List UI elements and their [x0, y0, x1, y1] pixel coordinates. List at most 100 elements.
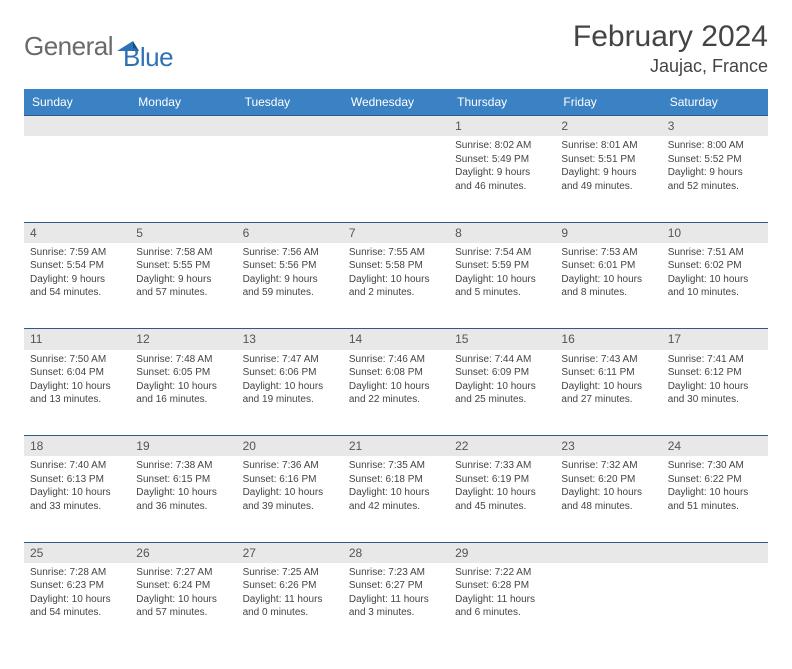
- col-monday: Monday: [130, 89, 236, 116]
- day-number: 18: [24, 436, 130, 456]
- day-cell: [130, 136, 236, 222]
- daylight-line: Daylight: 9 hours and 54 minutes.: [30, 273, 124, 300]
- sunrise-line: Sunrise: 7:30 AM: [668, 459, 762, 473]
- day-cell: Sunrise: 7:53 AMSunset: 6:01 PMDaylight:…: [555, 243, 661, 329]
- week-row: Sunrise: 7:50 AMSunset: 6:04 PMDaylight:…: [24, 350, 768, 436]
- day-body: Sunrise: 8:00 AMSunset: 5:52 PMDaylight:…: [662, 136, 768, 199]
- daylight-line: Daylight: 10 hours and 22 minutes.: [349, 380, 443, 407]
- day-cell: [343, 136, 449, 222]
- day-number: 21: [343, 436, 449, 456]
- daylight-line: Daylight: 10 hours and 27 minutes.: [561, 380, 655, 407]
- day-number: 8: [449, 223, 555, 243]
- day-cell: Sunrise: 7:30 AMSunset: 6:22 PMDaylight:…: [662, 456, 768, 542]
- sunset-line: Sunset: 6:11 PM: [561, 366, 655, 380]
- sunrise-line: Sunrise: 8:02 AM: [455, 139, 549, 153]
- day-number: 6: [237, 223, 343, 243]
- day-cell: Sunrise: 7:23 AMSunset: 6:27 PMDaylight:…: [343, 563, 449, 649]
- sunset-line: Sunset: 6:22 PM: [668, 473, 762, 487]
- day-cell: Sunrise: 7:22 AMSunset: 6:28 PMDaylight:…: [449, 563, 555, 649]
- day-number-cell: 5: [130, 222, 236, 243]
- sunset-line: Sunset: 5:56 PM: [243, 259, 337, 273]
- sunrise-line: Sunrise: 7:47 AM: [243, 353, 337, 367]
- daylight-line: Daylight: 11 hours and 6 minutes.: [455, 593, 549, 620]
- day-body: Sunrise: 7:46 AMSunset: 6:08 PMDaylight:…: [343, 350, 449, 413]
- day-cell: Sunrise: 7:27 AMSunset: 6:24 PMDaylight:…: [130, 563, 236, 649]
- day-number-cell: 14: [343, 329, 449, 350]
- daylight-line: Daylight: 10 hours and 2 minutes.: [349, 273, 443, 300]
- col-wednesday: Wednesday: [343, 89, 449, 116]
- daynum-row: 45678910: [24, 222, 768, 243]
- daylight-line: Daylight: 9 hours and 57 minutes.: [136, 273, 230, 300]
- sunset-line: Sunset: 6:13 PM: [30, 473, 124, 487]
- day-cell: Sunrise: 7:54 AMSunset: 5:59 PMDaylight:…: [449, 243, 555, 329]
- day-cell: Sunrise: 7:41 AMSunset: 6:12 PMDaylight:…: [662, 350, 768, 436]
- day-number: 16: [555, 329, 661, 349]
- daylight-line: Daylight: 10 hours and 42 minutes.: [349, 486, 443, 513]
- day-number: 13: [237, 329, 343, 349]
- daylight-line: Daylight: 11 hours and 3 minutes.: [349, 593, 443, 620]
- sunset-line: Sunset: 6:16 PM: [243, 473, 337, 487]
- day-number-cell: 7: [343, 222, 449, 243]
- daylight-line: Daylight: 10 hours and 48 minutes.: [561, 486, 655, 513]
- day-number: 3: [662, 116, 768, 136]
- day-number-cell: 2: [555, 116, 661, 137]
- sunset-line: Sunset: 5:51 PM: [561, 153, 655, 167]
- day-cell: Sunrise: 8:00 AMSunset: 5:52 PMDaylight:…: [662, 136, 768, 222]
- sunrise-line: Sunrise: 7:46 AM: [349, 353, 443, 367]
- daynum-row: 11121314151617: [24, 329, 768, 350]
- day-cell: [237, 136, 343, 222]
- day-cell: [555, 563, 661, 649]
- sunrise-line: Sunrise: 7:41 AM: [668, 353, 762, 367]
- day-number-cell: 24: [662, 436, 768, 457]
- sunset-line: Sunset: 6:19 PM: [455, 473, 549, 487]
- col-tuesday: Tuesday: [237, 89, 343, 116]
- daylight-line: Daylight: 10 hours and 19 minutes.: [243, 380, 337, 407]
- day-cell: Sunrise: 8:02 AMSunset: 5:49 PMDaylight:…: [449, 136, 555, 222]
- day-cell: Sunrise: 7:58 AMSunset: 5:55 PMDaylight:…: [130, 243, 236, 329]
- sunrise-line: Sunrise: 7:36 AM: [243, 459, 337, 473]
- day-number-cell: [343, 116, 449, 137]
- day-cell: Sunrise: 7:35 AMSunset: 6:18 PMDaylight:…: [343, 456, 449, 542]
- sunset-line: Sunset: 5:54 PM: [30, 259, 124, 273]
- day-body: Sunrise: 7:56 AMSunset: 5:56 PMDaylight:…: [237, 243, 343, 306]
- calendar-header-row: Sunday Monday Tuesday Wednesday Thursday…: [24, 89, 768, 116]
- day-number-cell: 19: [130, 436, 236, 457]
- sunset-line: Sunset: 6:23 PM: [30, 579, 124, 593]
- day-number: 1: [449, 116, 555, 136]
- sunrise-line: Sunrise: 7:55 AM: [349, 246, 443, 260]
- day-number: 2: [555, 116, 661, 136]
- day-number-cell: 4: [24, 222, 130, 243]
- day-cell: Sunrise: 7:32 AMSunset: 6:20 PMDaylight:…: [555, 456, 661, 542]
- daylight-line: Daylight: 10 hours and 8 minutes.: [561, 273, 655, 300]
- sunset-line: Sunset: 6:27 PM: [349, 579, 443, 593]
- sunrise-line: Sunrise: 7:54 AM: [455, 246, 549, 260]
- sunrise-line: Sunrise: 7:51 AM: [668, 246, 762, 260]
- daylight-line: Daylight: 9 hours and 52 minutes.: [668, 166, 762, 193]
- sunrise-line: Sunrise: 7:22 AM: [455, 566, 549, 580]
- day-number: 22: [449, 436, 555, 456]
- sunrise-line: Sunrise: 7:28 AM: [30, 566, 124, 580]
- day-body: Sunrise: 7:28 AMSunset: 6:23 PMDaylight:…: [24, 563, 130, 626]
- sunset-line: Sunset: 5:55 PM: [136, 259, 230, 273]
- day-cell: Sunrise: 7:25 AMSunset: 6:26 PMDaylight:…: [237, 563, 343, 649]
- location: Jaujac, France: [573, 56, 768, 77]
- day-number: 7: [343, 223, 449, 243]
- sunset-line: Sunset: 5:49 PM: [455, 153, 549, 167]
- sunrise-line: Sunrise: 7:33 AM: [455, 459, 549, 473]
- day-cell: [662, 563, 768, 649]
- sunrise-line: Sunrise: 7:38 AM: [136, 459, 230, 473]
- day-number-cell: 9: [555, 222, 661, 243]
- day-body: Sunrise: 7:48 AMSunset: 6:05 PMDaylight:…: [130, 350, 236, 413]
- daylight-line: Daylight: 9 hours and 49 minutes.: [561, 166, 655, 193]
- day-number: 19: [130, 436, 236, 456]
- daylight-line: Daylight: 10 hours and 13 minutes.: [30, 380, 124, 407]
- sunrise-line: Sunrise: 7:58 AM: [136, 246, 230, 260]
- day-number: 28: [343, 543, 449, 563]
- day-body: Sunrise: 7:59 AMSunset: 5:54 PMDaylight:…: [24, 243, 130, 306]
- sunrise-line: Sunrise: 8:01 AM: [561, 139, 655, 153]
- daynum-row: 18192021222324: [24, 436, 768, 457]
- sunset-line: Sunset: 5:59 PM: [455, 259, 549, 273]
- col-saturday: Saturday: [662, 89, 768, 116]
- day-body: Sunrise: 7:40 AMSunset: 6:13 PMDaylight:…: [24, 456, 130, 519]
- day-number-cell: 6: [237, 222, 343, 243]
